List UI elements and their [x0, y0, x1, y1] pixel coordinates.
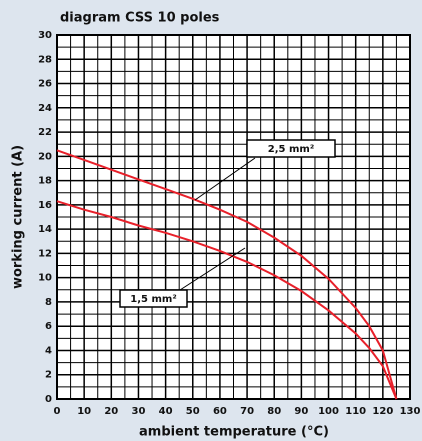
x-tick-label: 40 — [159, 406, 173, 417]
x-axis-label: ambient temperature (°C) — [139, 425, 329, 440]
y-tick-label: 30 — [38, 30, 52, 41]
x-tick-label: 110 — [345, 406, 366, 417]
y-tick-label: 0 — [45, 394, 52, 405]
y-tick-label: 6 — [45, 321, 52, 332]
label-box — [246, 139, 336, 158]
label-box — [119, 289, 188, 308]
series-label: 1,5 mm² — [130, 294, 176, 305]
y-tick-label: 28 — [38, 54, 52, 65]
leader-line — [179, 247, 246, 291]
y-tick-label: 16 — [38, 200, 52, 211]
y-tick-label: 12 — [38, 248, 52, 259]
y-tick-label: 2 — [45, 370, 52, 381]
plot-border — [56, 34, 411, 400]
chart-title: diagram CSS 10 poles — [60, 11, 220, 26]
x-tick-label: 0 — [54, 406, 61, 417]
x-tick-label: 30 — [132, 406, 146, 417]
line — [56, 149, 398, 400]
y-tick-label: 20 — [38, 151, 52, 162]
x-tick-label: 10 — [77, 406, 91, 417]
y-tick-label: 22 — [38, 127, 52, 138]
x-tick-label: 90 — [294, 406, 308, 417]
x-tick-label: 20 — [104, 406, 118, 417]
y-tick-label: 14 — [38, 224, 52, 235]
x-tick-label: 70 — [240, 406, 254, 417]
y-tick-label: 24 — [38, 103, 52, 114]
y-tick-label: 18 — [38, 176, 52, 187]
y-axis-label: working current (A) — [11, 145, 26, 289]
x-tick-label: 120 — [372, 406, 393, 417]
x-tick-label: 130 — [400, 406, 421, 417]
leader-line — [194, 157, 256, 201]
line — [56, 200, 398, 400]
y-tick-label: 26 — [38, 79, 52, 90]
x-tick-label: 100 — [318, 406, 339, 417]
x-tick-label: 50 — [186, 406, 200, 417]
y-tick-label: 10 — [38, 273, 52, 284]
series-label: 2,5 mm² — [268, 144, 314, 155]
x-tick-label: 80 — [267, 406, 281, 417]
y-tick-label: 4 — [45, 345, 52, 356]
y-tick-label: 8 — [45, 297, 52, 308]
x-tick-label: 60 — [213, 406, 227, 417]
